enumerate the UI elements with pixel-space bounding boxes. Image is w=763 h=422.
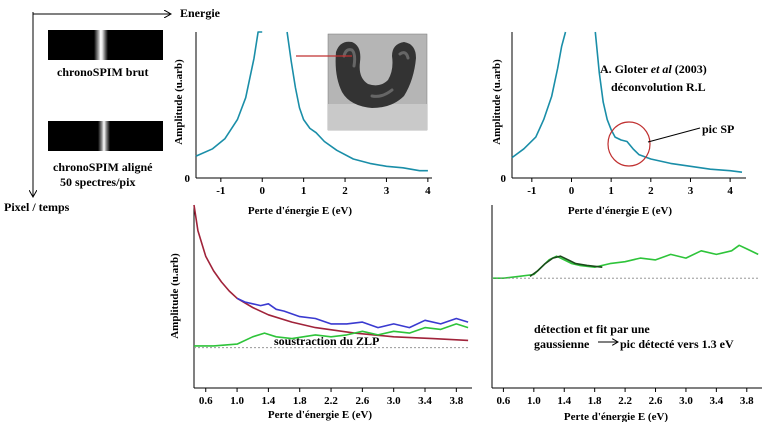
aligned-strip-label-line2: 50 spectres/pix — [60, 175, 136, 189]
raw-chronospim-strip — [48, 30, 163, 60]
x-tick-label: 3.4 — [418, 395, 432, 407]
series-line-spectrum — [594, 31, 743, 173]
x-tick-label: 1.0 — [527, 395, 541, 407]
chart-bottom-left: 0.6 1.0 1.4 1.8 2.2 2.6 3.0 3.4 3.8 Perte d'énerg… — [169, 204, 472, 421]
x-tick-label: 2.2 — [324, 395, 338, 407]
aligned-chronospim-strip — [48, 121, 163, 151]
pixel-time-axis-label: Pixel / temps — [4, 200, 70, 214]
reference-etal: et al — [650, 62, 672, 76]
series-line-raw — [236, 297, 469, 329]
chart-top-left: -1 0 1 2 3 4 0 Perte d'énergie E (eV) Amplitude … — [173, 31, 432, 217]
x-tick-label: 2.6 — [355, 395, 369, 407]
zlp-subtraction-label: soustraction du ZLP — [274, 334, 380, 348]
x-tick-label: -1 — [216, 185, 225, 197]
x-tick-label: 4 — [425, 185, 431, 197]
x-tick-label: 1.4 — [262, 395, 276, 407]
x-tick-label: 1 — [608, 185, 614, 197]
x-tick-label: 3.8 — [740, 395, 754, 407]
x-tick-label: 3.0 — [387, 395, 401, 407]
raw-strip-label: chronoSPIM brut — [57, 65, 149, 79]
x-tick-label: 2.6 — [649, 395, 663, 407]
series-line-spectrum — [195, 31, 263, 157]
x-tick-label: 1.8 — [293, 395, 307, 407]
series-line-residual — [194, 323, 469, 347]
x-tick-label: 3.0 — [679, 395, 693, 407]
x-tick-label: 3.4 — [709, 395, 723, 407]
y-tick-label: 0 — [185, 173, 191, 185]
chart-bottom-right: 0.6 1.0 1.4 1.8 2.2 2.6 3.0 3.4 3.8 Perte d'énerg… — [491, 205, 762, 422]
chart-top-right: -1 0 1 2 3 4 0 Perte d'énergie E (eV) Amplitude … — [491, 31, 746, 217]
x-axis-label: Perte d'énergie E (eV) — [564, 411, 668, 422]
aligned-strip-label-line1: chronoSPIM aligné — [53, 160, 153, 174]
x-tick-label: -1 — [527, 185, 536, 197]
x-tick-label: 1.0 — [230, 395, 244, 407]
x-tick-label: 0.6 — [497, 395, 511, 407]
energy-axis-label: Energie — [180, 6, 220, 20]
y-tick-label: 0 — [501, 173, 507, 185]
y-axis-label: Amplitude (u.arb) — [173, 59, 185, 145]
x-axis-label: Perte d'énergie E (eV) — [568, 205, 672, 217]
detection-label-line2: gaussienne — [534, 337, 590, 351]
x-axis-label: Perte d'énergie E (eV) — [268, 409, 372, 421]
detection-label-line1: détection et fit par une — [534, 322, 650, 336]
x-tick-label: 1.8 — [588, 395, 602, 407]
sp-peak-circle — [607, 121, 651, 167]
x-tick-label: 2 — [342, 185, 348, 197]
x-tick-label: 3.8 — [449, 395, 463, 407]
y-axis-label: Amplitude (u.arb) — [169, 253, 181, 339]
detection-result-label: pic détecté vers 1.3 eV — [620, 337, 734, 351]
reference-label: A. Gloter et al (2003) — [600, 62, 707, 77]
x-tick-label: 3 — [688, 185, 694, 197]
reference-author: A. Gloter — [600, 62, 648, 76]
sp-peak-pointer — [647, 127, 701, 143]
x-tick-label: 2 — [648, 185, 654, 197]
series-line-spectrum — [286, 31, 428, 172]
series-line-spectrum — [511, 31, 567, 159]
x-tick-label: 4 — [727, 185, 733, 197]
x-tick-label: 0 — [259, 185, 265, 197]
x-tick-label: 0.6 — [199, 395, 213, 407]
x-axis-label: Perte d'énergie E (eV) — [248, 205, 352, 217]
reference-year: (2003) — [674, 62, 707, 76]
x-tick-label: 1 — [301, 185, 307, 197]
series-line-gaussian — [529, 255, 603, 278]
inset-bottom-band — [328, 104, 427, 130]
series-line-fit — [193, 204, 469, 342]
x-tick-label: 3 — [384, 185, 390, 197]
deconvolution-label: déconvolution R.L — [611, 80, 706, 94]
y-axis-label: Amplitude (u.arb) — [491, 59, 503, 145]
x-tick-label: 2.2 — [618, 395, 632, 407]
inset-u-texture — [342, 48, 410, 98]
x-tick-label: 0 — [569, 185, 575, 197]
sp-peak-label: pic SP — [702, 122, 735, 136]
x-tick-label: 1.4 — [557, 395, 571, 407]
